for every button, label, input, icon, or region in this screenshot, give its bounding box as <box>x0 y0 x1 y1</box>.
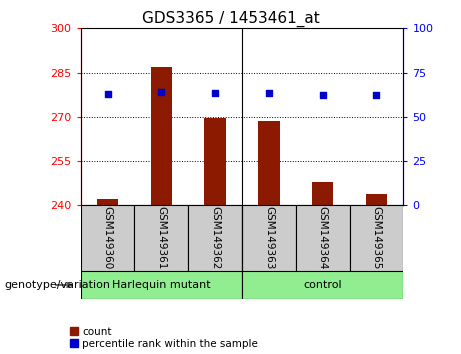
Bar <box>349 205 403 271</box>
Text: GSM149361: GSM149361 <box>156 206 166 270</box>
Point <box>265 90 272 96</box>
Bar <box>97 199 118 205</box>
Point <box>319 92 326 98</box>
Bar <box>312 182 333 205</box>
Bar <box>81 271 242 299</box>
Text: GSM149365: GSM149365 <box>372 206 382 270</box>
Text: genotype/variation: genotype/variation <box>5 280 111 290</box>
Text: control: control <box>303 280 342 290</box>
Bar <box>135 205 188 271</box>
Legend: count, percentile rank within the sample: count, percentile rank within the sample <box>70 327 258 349</box>
Point <box>104 91 111 97</box>
Bar <box>81 205 135 271</box>
Bar <box>151 67 172 205</box>
Bar <box>258 121 280 205</box>
Text: GSM149363: GSM149363 <box>264 206 274 270</box>
Bar <box>242 205 296 271</box>
Bar <box>366 194 387 205</box>
Text: GSM149364: GSM149364 <box>318 206 328 270</box>
Point <box>158 89 165 95</box>
Bar <box>204 118 226 205</box>
Point <box>212 90 219 96</box>
Text: GSM149362: GSM149362 <box>210 206 220 270</box>
Bar <box>188 205 242 271</box>
Bar <box>296 205 349 271</box>
Point <box>373 92 380 98</box>
Text: GDS3365 / 1453461_at: GDS3365 / 1453461_at <box>142 11 319 27</box>
Text: GSM149360: GSM149360 <box>102 206 112 270</box>
Text: Harlequin mutant: Harlequin mutant <box>112 280 211 290</box>
Bar <box>242 271 403 299</box>
